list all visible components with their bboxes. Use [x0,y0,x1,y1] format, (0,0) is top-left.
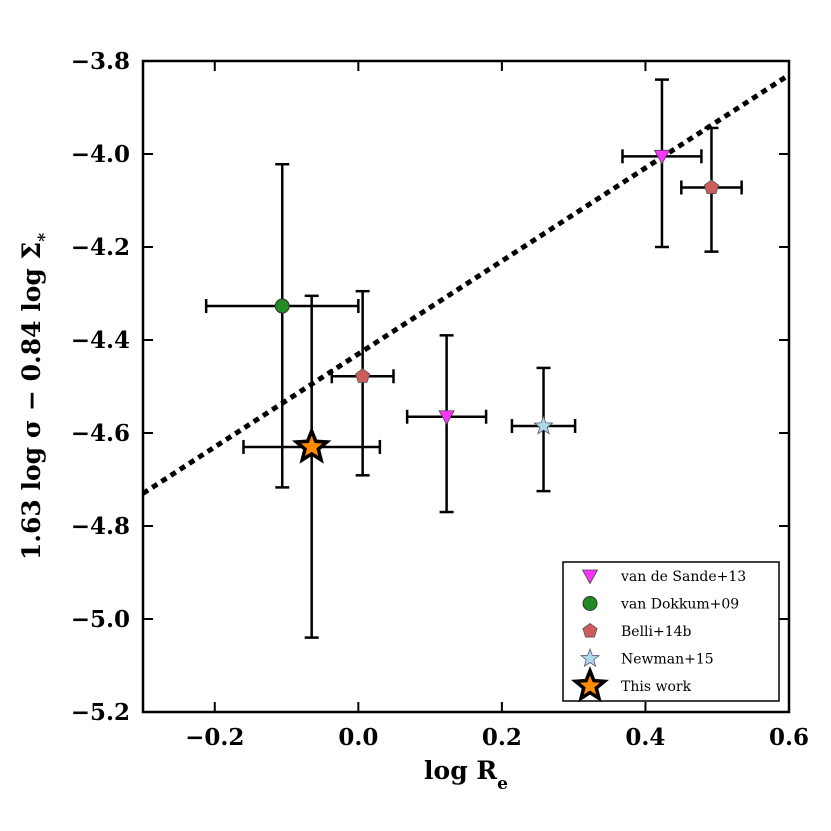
legend: van de Sande+13 van Dokkum+09 Belli+14b New… [562,561,780,703]
y-tick-label: −5.0 [71,606,130,633]
data-point [653,149,671,165]
legend-marker [571,666,609,703]
plot-frame [141,59,791,714]
series-van-de-sande-13 [405,78,703,514]
y-tick-label: −5.2 [71,699,130,726]
data-point [291,426,332,464]
legend-entry: This work [621,679,692,695]
data-point [533,415,554,435]
series-this-work [242,294,382,639]
y-tick-label: −3.8 [71,48,130,75]
y-tick-label: −4.8 [71,513,130,540]
legend-entry: van Dokkum+09 [620,597,739,613]
data-point [274,298,290,314]
legend-entry: van de Sande+13 [620,569,746,585]
legend-marker [582,623,598,638]
data-point [703,179,720,194]
legend-marker [579,647,601,668]
legend-entry: Belli+14b [621,624,692,640]
x-tick-label: 0.0 [338,724,378,751]
y-tick-label: −4.4 [71,327,130,354]
series-belli-14b [330,126,743,477]
legend-marker [581,569,599,585]
data-point [355,368,371,383]
x-tick-label: 0.4 [625,724,665,751]
x-tick-label: −0.2 [185,724,244,751]
y-tick-label: −4.2 [71,234,130,261]
y-tick-label: −4.0 [71,141,130,168]
fit-line [143,72,789,496]
y-tick-label: −4.6 [71,420,130,447]
data-point [438,410,455,426]
legend-marker [582,596,598,611]
series-newman-15 [510,366,577,493]
series-van-dokkum-09 [204,162,360,489]
x-tick-label: 0.6 [769,724,809,751]
legend-entry: Newman+15 [621,652,714,668]
legend-frame [562,561,780,702]
x-axis-label: log Re [424,756,508,794]
y-axis-label: 1.63 log σ − 0.84 log Σ* [17,233,55,560]
x-tick-label: 0.2 [482,724,522,751]
